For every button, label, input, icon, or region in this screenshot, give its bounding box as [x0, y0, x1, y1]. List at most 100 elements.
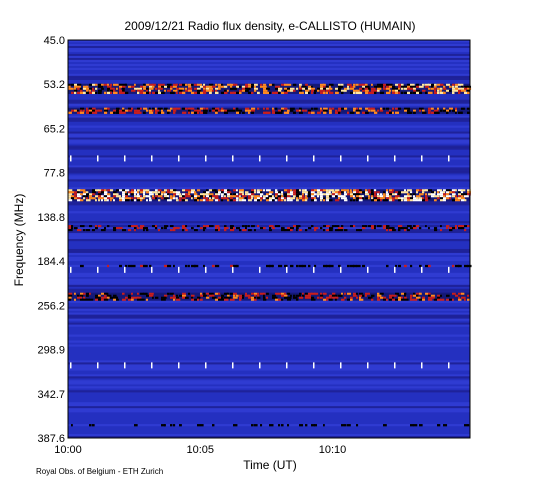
- spectrogram-pixel: [260, 195, 263, 198]
- spectrogram-pixel: [113, 298, 117, 301]
- spectrogram-pixel: [134, 227, 137, 230]
- spectrogram-pixel: [320, 197, 325, 200]
- spectrogram-pixel: [200, 298, 203, 301]
- spectrogram-pixel: [140, 227, 145, 230]
- spectrogram-pixel: [152, 85, 155, 89]
- spectrogram-pixel: [389, 298, 392, 301]
- spectrogram-pixel: [425, 292, 429, 296]
- spectrogram-pixel: [449, 109, 451, 112]
- spectrogram-pixel: [125, 91, 129, 95]
- spectrogram-pixel: [107, 189, 112, 192]
- spectrogram-row: [68, 376, 470, 379]
- spectrogram-pixel: [251, 296, 255, 299]
- spectrogram-pixel: [122, 197, 125, 200]
- spectrogram-pixel: [173, 298, 176, 301]
- spectrogram-pixel: [281, 199, 284, 202]
- spectrogram-pixel: [290, 189, 293, 192]
- spectrogram-pixel: [455, 89, 460, 93]
- spectrogram-pixel: [290, 193, 295, 196]
- spectrogram-pixel: [326, 225, 330, 228]
- spectrogram-pixel: [119, 199, 122, 202]
- spectrogram-row: [68, 340, 470, 343]
- spectrogram-pixel: [83, 87, 87, 91]
- spectrogram-pixel: [164, 264, 168, 268]
- spectrogram-pixel: [281, 424, 284, 427]
- spectrogram-pixel: [92, 197, 96, 200]
- spectrogram-pixel: [107, 89, 110, 93]
- spectrogram-pixel: [86, 89, 89, 93]
- spectrogram-pixel: [182, 107, 186, 110]
- spectrogram-pixel: [164, 296, 167, 299]
- spectrogram-pixel: [389, 83, 393, 87]
- spectrogram-pixel: [248, 229, 252, 232]
- interference-mark: [151, 266, 153, 273]
- spectrogram-row: [68, 115, 470, 118]
- spectrogram-pixel: [437, 298, 442, 301]
- spectrogram-pixel: [140, 89, 144, 93]
- spectrogram-pixel: [164, 294, 168, 298]
- y-tick-label: 53.2: [44, 79, 65, 91]
- spectrogram-pixel: [176, 191, 181, 194]
- spectrogram-pixel: [116, 298, 119, 301]
- spectrogram-pixel: [140, 199, 143, 202]
- spectrogram-pixel: [425, 85, 429, 89]
- spectrogram-pixel: [464, 298, 466, 301]
- spectrogram-row: [68, 103, 470, 106]
- spectrogram-row: [68, 145, 470, 148]
- spectrogram-pixel: [398, 193, 401, 196]
- spectrogram-pixel: [311, 189, 315, 192]
- spectrogram-pixel: [245, 225, 248, 228]
- spectrogram-pixel: [95, 91, 98, 95]
- spectrogram-pixel: [302, 199, 306, 202]
- spectrogram-pixel: [389, 195, 392, 198]
- spectrogram-pixel: [209, 91, 212, 95]
- spectrogram-pixel: [170, 85, 174, 89]
- interference-mark: [178, 266, 180, 273]
- spectrogram-pixel: [122, 87, 125, 91]
- spectrogram-pixel: [359, 87, 363, 91]
- spectrogram-pixel: [74, 83, 78, 87]
- spectrogram-pixel: [287, 83, 292, 87]
- spectrogram-pixel: [218, 85, 221, 89]
- spectrogram-pixel: [293, 195, 296, 198]
- spectrogram-pixel: [179, 87, 183, 91]
- spectrogram-pixel: [170, 91, 175, 95]
- spectrogram-pixel: [299, 109, 301, 112]
- spectrogram-pixel: [344, 424, 347, 427]
- spectrogram-pixel: [116, 189, 120, 192]
- spectrogram-pixel: [224, 85, 228, 89]
- spectrogram-pixel: [134, 87, 138, 91]
- spectrogram-row: [68, 107, 470, 110]
- spectrogram-pixel: [308, 193, 311, 196]
- spectrogram-pixel: [158, 85, 163, 89]
- spectrogram-pixel: [383, 296, 387, 299]
- spectrogram-pixel: [80, 294, 84, 298]
- spectrogram-pixel: [296, 191, 300, 194]
- interference-mark: [232, 155, 234, 162]
- interference-mark: [97, 266, 99, 273]
- spectrogram-pixel: [365, 197, 370, 200]
- spectrogram-pixel: [236, 193, 239, 196]
- spectrogram-pixel: [302, 189, 307, 192]
- spectrogram-pixel: [458, 264, 462, 268]
- spectrogram-pixel: [128, 296, 133, 299]
- spectrogram-pixel: [443, 199, 446, 202]
- spectrogram-pixel: [455, 294, 459, 298]
- spectrogram-pixel: [305, 191, 309, 194]
- spectrogram-pixel: [371, 225, 375, 228]
- spectrogram-row: [68, 67, 470, 71]
- spectrogram-pixel: [149, 111, 154, 114]
- spectrogram-pixel: [128, 264, 132, 268]
- spectrogram-pixel: [86, 298, 90, 301]
- spectrogram-pixel: [299, 195, 303, 198]
- spectrogram-pixel: [452, 227, 456, 230]
- spectrogram-pixel: [224, 193, 227, 196]
- spectrogram-pixel: [101, 296, 105, 299]
- spectrogram-pixel: [275, 292, 279, 296]
- spectrogram-pixel: [392, 111, 394, 114]
- spectrogram-row: [68, 235, 470, 238]
- spectrogram-pixel: [194, 264, 199, 268]
- spectrogram-pixel: [335, 111, 340, 114]
- y-tick-label: 256.2: [37, 300, 65, 312]
- spectrogram-pixel: [155, 191, 158, 194]
